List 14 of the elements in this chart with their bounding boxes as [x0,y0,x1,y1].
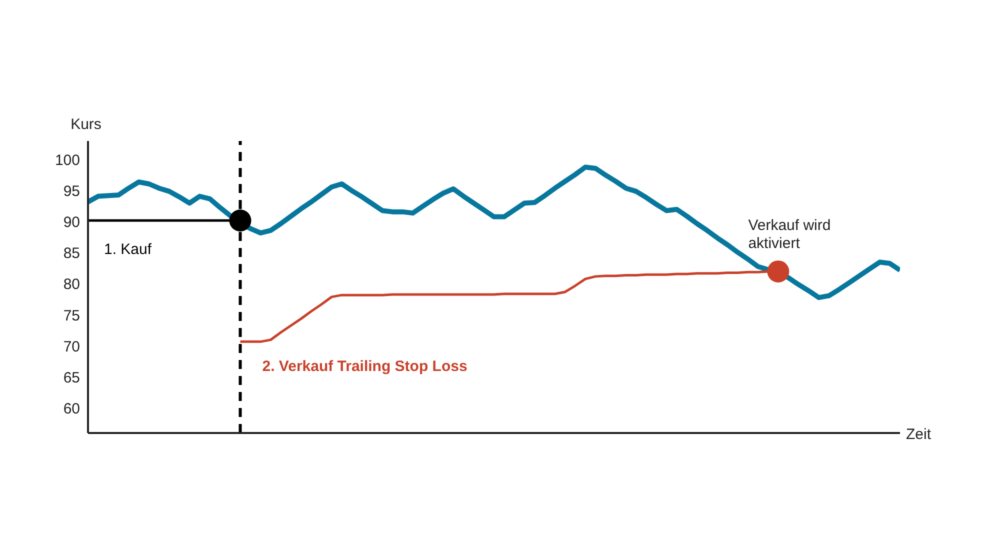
y-tick-label: 75 [63,307,80,324]
annotation: Verkauf wird aktiviert [748,217,832,254]
y-tick-label: 65 [63,369,80,386]
series-label: 2. Verkauf Trailing Stop Loss [262,358,468,375]
y-tick-label: 60 [63,400,80,418]
series-label: 1. Kauf [104,240,152,258]
y-tick-label: 70 [63,338,80,356]
y-tick-label: 95 [63,183,80,200]
y-tick-label: 80 [63,276,80,294]
x-axis-title: Zeit [906,426,932,443]
y-axis-title: Kurs [70,116,102,133]
y-tick-label: 100 [54,152,80,169]
y-tick-label: 90 [63,214,80,232]
y-tick-label: 85 [63,245,80,262]
